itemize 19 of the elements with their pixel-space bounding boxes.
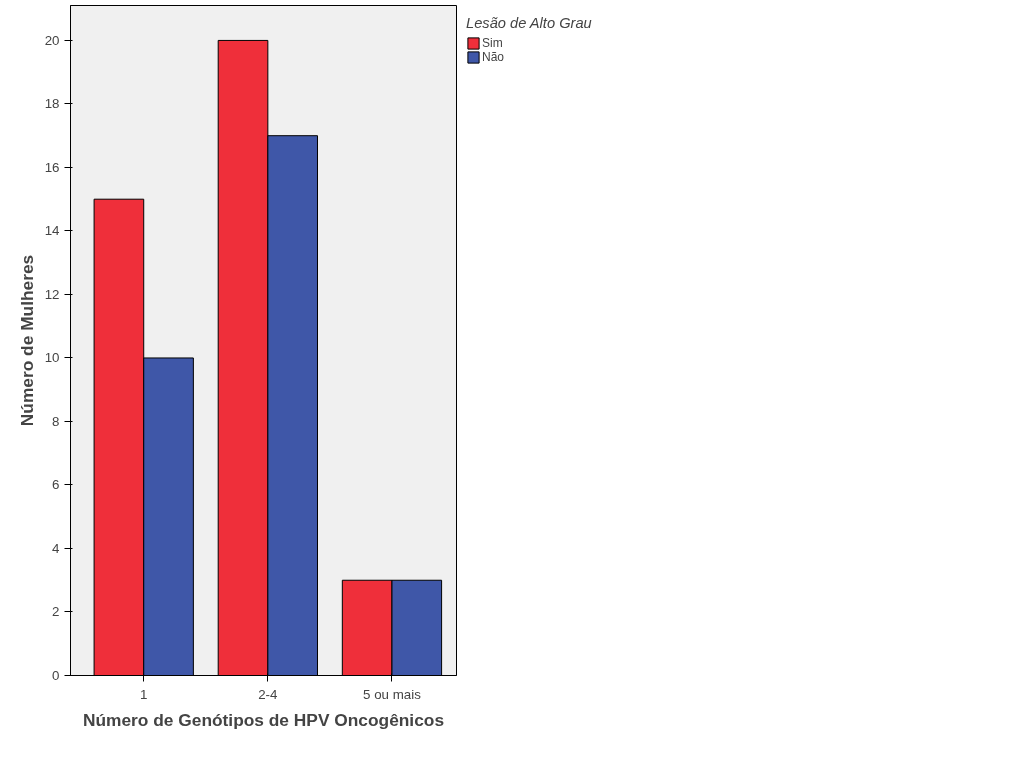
y-tick-label: 18 <box>44 96 60 112</box>
x-tick-label: 1 <box>140 686 148 702</box>
y-tick-label: 20 <box>44 32 60 48</box>
legend-label: Não <box>482 50 505 64</box>
y-tick-label: 0 <box>52 668 60 683</box>
legend-label: Sim <box>482 36 503 50</box>
y-tick-label: 12 <box>44 286 60 302</box>
legend-title: Lesão de Alto Grau <box>466 15 592 31</box>
y-axis-title: Número de Mulheres <box>16 254 37 427</box>
y-tick-label: 6 <box>52 477 60 493</box>
y-tick-label: 10 <box>44 350 60 366</box>
x-tick-label: 2-4 <box>258 686 279 702</box>
x-axis-title: Número de Genótipos de HPV Oncogênicos <box>82 709 445 730</box>
y-tick-label: 4 <box>52 540 61 556</box>
x-tick-label: 5 ou mais <box>363 686 422 702</box>
y-tick-label: 16 <box>44 159 60 175</box>
y-tick-label: 14 <box>44 223 61 239</box>
y-tick-label: 8 <box>52 413 60 429</box>
y-tick-label: 2 <box>52 604 60 620</box>
